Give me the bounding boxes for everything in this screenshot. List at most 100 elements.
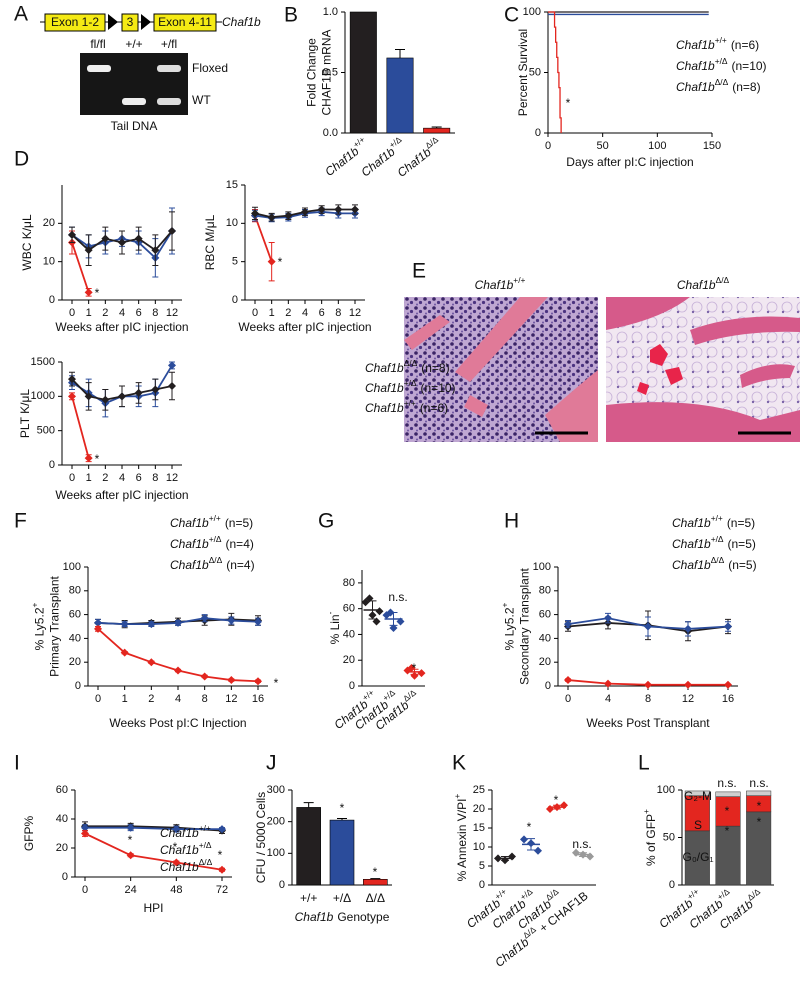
panel-label: L [638,752,650,775]
marker [94,624,102,633]
legend-count: (n=4) [226,537,254,551]
marker [254,617,262,626]
marker [168,361,176,370]
legend-entry-part: Chaf1b [160,826,199,840]
x-tick-label: 12 [349,307,361,319]
legend-entry-part: Chaf1b [676,38,715,52]
marker [101,234,110,243]
marker [267,213,276,222]
x-tick-label: 48 [170,884,182,896]
panel-label: I [14,752,20,775]
y-axis-label: % of GFP+ [641,809,658,866]
x-tick-label: 4 [605,693,611,705]
image-title-part: Chaf1b [677,278,716,292]
y-tick-label: 0 [479,879,485,891]
y-tick-label: 20 [56,842,68,854]
x-tick-label: 8 [335,307,341,319]
annotation: * [757,815,762,829]
annotation: * [278,255,283,269]
legend-count: (n=8) [421,361,449,375]
y-axis-label-part: % Lin [328,614,342,644]
legend-entry-part: Chaf1b [160,843,199,857]
marker [724,622,732,631]
legend-count: (n=5) [728,537,756,551]
x-tick-label: 0 [69,307,75,319]
marker [120,620,129,629]
data-point [501,856,509,865]
y-axis-label: % Lin- [325,611,342,644]
x-tick-label: 8 [152,307,158,319]
marker [68,230,76,239]
marker [126,823,135,832]
marker [81,823,89,832]
x-tick-label: +/+ [300,891,317,905]
y-tick-label: 0 [62,871,68,883]
gel-band [157,98,181,105]
panel-label: K [452,752,466,775]
y-tick-label: 40 [539,632,551,644]
bar [349,11,377,134]
y-axis-label: Primary Transplant [48,575,62,676]
marker [684,624,692,633]
bar-segment [746,811,772,886]
y-tick-label: 100 [63,561,81,573]
gene-panel: A Exon 1-2 3 Exon 4-11 Chaf1b fl/fl +/+ … [14,3,261,134]
x-tick-label: 0 [565,693,571,705]
y-axis-label: RBC M/μL [203,214,217,270]
x-tick-label: 12 [225,693,237,705]
annotation: * [527,820,532,834]
x-tick-label: 1 [86,472,92,484]
annotation: n.s. [572,837,591,851]
x-axis-label: Weeks Post Transplant [586,716,710,730]
x-tick-label: 8 [152,472,158,484]
y-tick-label: 40 [343,628,355,640]
panel-label: E [412,260,426,283]
annotation: n.s. [388,590,407,604]
bone-region [606,297,800,442]
legend-count: (n=5) [225,516,253,530]
data-point [386,608,395,617]
data-point [389,624,398,632]
y-tick-label: 10 [226,217,238,229]
y-tick-label: 20 [539,656,551,668]
annotation: * [173,840,178,854]
legend-entry-part: +/+ [199,823,211,833]
annotation: * [340,801,345,815]
x-tick-label: 72 [216,884,228,896]
histology-panel: E Chaf1b+/+ Chaf1bΔ/Δ [404,260,800,442]
x-tick-label: 2 [148,693,154,705]
legend-count: (n=10) [732,59,767,73]
data-point [534,846,542,855]
marker [267,257,276,266]
marker [134,234,143,243]
panel-label: J [266,752,277,775]
y-tick-label: 10 [473,841,485,853]
marker [168,382,176,391]
bar [329,819,355,886]
x-tick-label: 0 [545,140,551,152]
legend-entry-part: Chaf1b [365,381,404,395]
erythroid-cluster [637,344,683,395]
marker [644,622,652,631]
lane-label: +/fl [161,37,177,51]
y-axis-label-part: + [30,602,40,607]
image-title-part: Δ/Δ [716,275,730,285]
panel-label: F [14,510,27,533]
y-tick-label: 100 [523,6,541,18]
y-tick-label: 50 [663,831,675,843]
y-tick-label: 20 [473,803,485,815]
legend-entry-part: +/+ [209,513,221,523]
legend-entry-part: Chaf1b [365,401,404,415]
y-tick-label: 60 [56,784,68,796]
y-axis-label-part: % Ly5.2 [33,607,47,650]
bar-segment [684,795,710,832]
y-tick-label: 500 [37,425,55,437]
x-axis-label: Weeks after pIC injection [55,320,188,334]
bar [296,807,321,886]
marker [218,825,226,834]
legend-entry: Chaf1b+/Δ (n=5) [672,534,756,551]
legend-count: (n=8) [732,80,760,94]
marker [200,614,209,623]
data-point [560,801,568,810]
